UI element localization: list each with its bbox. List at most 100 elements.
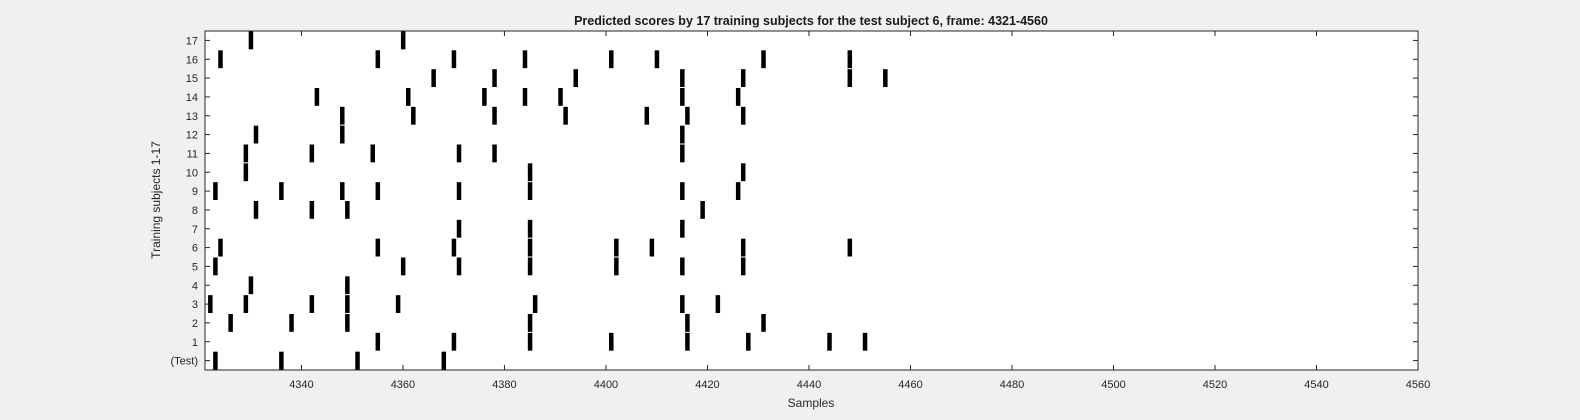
spike-mark [452, 333, 457, 351]
y-tick-label: 4 [192, 280, 198, 292]
spike-mark [609, 333, 614, 351]
y-tick-label: (Test) [171, 356, 199, 368]
plot-area [205, 31, 1418, 370]
spike-mark [249, 32, 254, 50]
spike-mark [741, 239, 746, 257]
x-tick-label: 4400 [594, 379, 618, 391]
spike-mark [736, 88, 741, 106]
spike-mark [716, 295, 721, 313]
spike-mark [482, 88, 487, 106]
x-axis-label: Samples [788, 396, 835, 410]
spike-mark [680, 182, 685, 200]
y-tick-label: 10 [186, 167, 198, 179]
spike-mark [289, 314, 294, 332]
x-tick-label: 4420 [695, 379, 719, 391]
y-tick-label: 12 [186, 130, 198, 142]
spike-mark [761, 314, 766, 332]
y-tick-label: 8 [192, 205, 198, 217]
spike-mark [528, 314, 533, 332]
spike-mark [533, 295, 538, 313]
x-tick-label: 4440 [797, 379, 821, 391]
y-tick-label: 16 [186, 54, 198, 66]
x-tick-label: 4360 [391, 379, 415, 391]
spike-mark [492, 145, 497, 163]
spike-mark [218, 239, 223, 257]
y-tick-label: 6 [192, 243, 198, 255]
spike-mark [228, 314, 233, 332]
x-tick-label: 4520 [1203, 379, 1227, 391]
spike-mark [685, 107, 690, 125]
spike-mark [645, 107, 650, 125]
spike-mark [457, 182, 462, 200]
spike-mark [406, 88, 411, 106]
spike-mark [680, 88, 685, 106]
spike-mark [883, 69, 888, 87]
spike-mark [376, 182, 381, 200]
y-axis-label: Training subjects 1-17 [149, 141, 163, 259]
spike-mark [345, 276, 350, 294]
spike-mark [614, 258, 619, 276]
spike-mark [396, 295, 401, 313]
spike-mark [558, 88, 563, 106]
y-tick-label: 9 [192, 186, 198, 198]
spike-mark [431, 69, 436, 87]
spike-mark [741, 69, 746, 87]
spike-mark [685, 314, 690, 332]
spike-mark [680, 69, 685, 87]
chart-title: Predicted scores by 17 training subjects… [574, 14, 1048, 28]
spike-mark [848, 239, 853, 257]
spike-mark [279, 352, 284, 370]
spike-mark [452, 239, 457, 257]
spike-mark [345, 314, 350, 332]
spike-mark [863, 333, 868, 351]
spike-mark [249, 276, 254, 294]
spike-mark [523, 50, 528, 68]
spike-mark [376, 239, 381, 257]
spike-mark [492, 69, 497, 87]
spike-mark [848, 69, 853, 87]
y-tick-label: 11 [187, 148, 198, 160]
spike-mark [685, 333, 690, 351]
spike-mark [528, 333, 533, 351]
spike-mark [442, 352, 447, 370]
spike-mark [310, 201, 315, 219]
spike-mark [244, 163, 249, 181]
spike-mark [528, 258, 533, 276]
y-tick-label: 1 [192, 337, 198, 349]
spike-mark [848, 50, 853, 68]
y-tick-label: 5 [192, 261, 198, 273]
spike-mark [650, 239, 655, 257]
spike-mark [376, 333, 381, 351]
spike-mark [741, 107, 746, 125]
spike-mark [345, 295, 350, 313]
spike-mark [457, 220, 462, 238]
spike-mark [213, 258, 218, 276]
spike-mark [761, 50, 766, 68]
spike-mark [244, 145, 249, 163]
spike-mark [827, 333, 832, 351]
spike-mark [528, 220, 533, 238]
y-tick-label: 13 [186, 111, 198, 123]
spike-mark [655, 50, 660, 68]
x-tick-label: 4560 [1406, 379, 1430, 391]
spike-mark [574, 69, 579, 87]
spike-mark [340, 107, 345, 125]
y-tick-label: 7 [192, 224, 198, 236]
spike-mark [609, 50, 614, 68]
spike-mark [741, 258, 746, 276]
spike-mark [401, 258, 406, 276]
spike-mark [741, 163, 746, 181]
x-tick-label: 4480 [1000, 379, 1024, 391]
spike-mark [254, 126, 259, 144]
spike-mark [279, 182, 284, 200]
y-tick-label: 17 [186, 35, 198, 47]
spike-mark [680, 258, 685, 276]
spike-mark [457, 145, 462, 163]
spike-mark [218, 50, 223, 68]
spike-mark [340, 182, 345, 200]
spike-mark [315, 88, 320, 106]
spike-mark [528, 163, 533, 181]
spike-mark [345, 201, 350, 219]
y-tick-label: 2 [192, 318, 198, 330]
